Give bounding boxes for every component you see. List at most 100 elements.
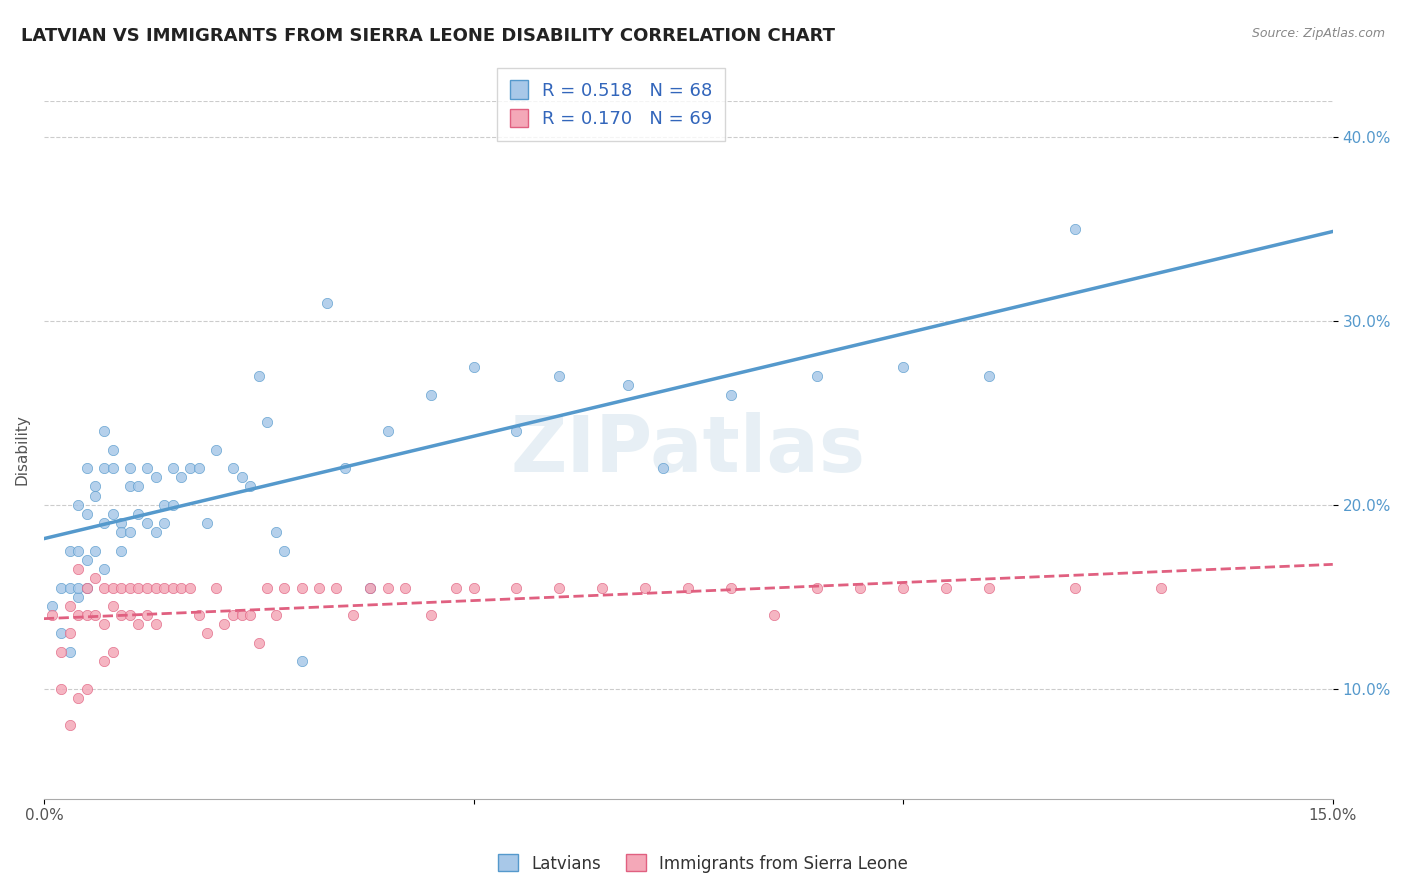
Point <box>93 617 115 632</box>
Point <box>67 543 90 558</box>
Point <box>93 425 115 439</box>
Point <box>49 626 72 640</box>
Point <box>101 645 124 659</box>
Point <box>49 645 72 659</box>
Point <box>463 581 485 595</box>
Point <box>49 681 72 696</box>
Point <box>419 387 441 401</box>
Text: LATVIAN VS IMMIGRANTS FROM SIERRA LEONE DISABILITY CORRELATION CHART: LATVIAN VS IMMIGRANTS FROM SIERRA LEONE … <box>21 27 835 45</box>
Point <box>67 562 90 576</box>
Point <box>76 608 98 623</box>
Point <box>110 608 132 623</box>
Point <box>273 581 295 595</box>
Point <box>76 553 98 567</box>
Point <box>291 654 314 668</box>
Text: Source: ZipAtlas.com: Source: ZipAtlas.com <box>1251 27 1385 40</box>
Point <box>59 626 82 640</box>
Point <box>59 718 82 732</box>
Point <box>231 608 253 623</box>
Point <box>110 525 132 540</box>
Point <box>333 461 356 475</box>
Point <box>1150 581 1173 595</box>
Point <box>377 425 399 439</box>
Point <box>84 479 107 493</box>
Point <box>118 479 141 493</box>
Point <box>239 608 262 623</box>
Point <box>170 581 193 595</box>
Point <box>127 617 149 632</box>
Point <box>179 581 201 595</box>
Point <box>110 543 132 558</box>
Point <box>145 470 167 484</box>
Point <box>342 608 364 623</box>
Point <box>505 425 527 439</box>
Point <box>145 581 167 595</box>
Point <box>76 581 98 595</box>
Point <box>806 369 828 384</box>
Point <box>67 608 90 623</box>
Point <box>264 608 287 623</box>
Point <box>308 581 330 595</box>
Point <box>101 599 124 613</box>
Point <box>316 295 339 310</box>
Point <box>195 626 218 640</box>
Point <box>377 581 399 595</box>
Point <box>76 507 98 521</box>
Point <box>153 581 176 595</box>
Point <box>1064 581 1087 595</box>
Point <box>59 599 82 613</box>
Point <box>977 581 1000 595</box>
Point <box>214 617 236 632</box>
Point <box>162 461 184 475</box>
Point <box>110 516 132 531</box>
Point <box>118 581 141 595</box>
Point <box>93 562 115 576</box>
Point <box>67 590 90 604</box>
Point <box>162 498 184 512</box>
Point <box>591 581 613 595</box>
Point <box>84 543 107 558</box>
Point <box>67 690 90 705</box>
Point <box>463 360 485 375</box>
Point <box>67 498 90 512</box>
Point <box>101 461 124 475</box>
Point <box>136 516 159 531</box>
Point <box>264 525 287 540</box>
Text: ZIPatlas: ZIPatlas <box>510 412 866 488</box>
Point <box>127 507 149 521</box>
Point <box>59 581 82 595</box>
Point <box>195 516 218 531</box>
Point <box>41 608 63 623</box>
Legend: Latvians, Immigrants from Sierra Leone: Latvians, Immigrants from Sierra Leone <box>491 847 915 880</box>
Point <box>394 581 416 595</box>
Point <box>325 581 347 595</box>
Point <box>76 681 98 696</box>
Point <box>153 498 176 512</box>
Y-axis label: Disability: Disability <box>15 414 30 485</box>
Point <box>93 516 115 531</box>
Point <box>617 378 640 392</box>
Point <box>505 581 527 595</box>
Point <box>548 369 571 384</box>
Point <box>273 543 295 558</box>
Point <box>127 581 149 595</box>
Point <box>84 608 107 623</box>
Point <box>170 470 193 484</box>
Point <box>84 489 107 503</box>
Point <box>204 581 226 595</box>
Point <box>634 581 657 595</box>
Point <box>187 608 209 623</box>
Point <box>136 608 159 623</box>
Point <box>247 635 270 649</box>
Point <box>118 525 141 540</box>
Legend: R = 0.518   N = 68, R = 0.170   N = 69: R = 0.518 N = 68, R = 0.170 N = 69 <box>496 68 725 141</box>
Point <box>145 617 167 632</box>
Point <box>101 581 124 595</box>
Point <box>291 581 314 595</box>
Point <box>136 581 159 595</box>
Point <box>110 581 132 595</box>
Point <box>720 581 742 595</box>
Point <box>359 581 381 595</box>
Point <box>239 479 262 493</box>
Point <box>891 360 914 375</box>
